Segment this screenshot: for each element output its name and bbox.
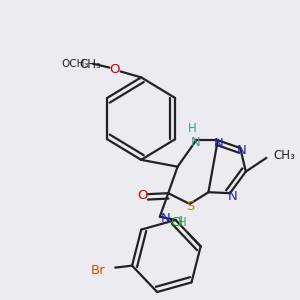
Text: S: S: [187, 200, 195, 213]
Text: OCH₃: OCH₃: [61, 58, 89, 69]
Text: N: N: [160, 212, 170, 225]
Text: CH₃: CH₃: [274, 149, 296, 162]
Text: O: O: [110, 63, 120, 76]
Text: N: N: [228, 190, 238, 202]
Text: CH₃: CH₃: [80, 58, 101, 71]
Text: N: N: [237, 143, 247, 157]
Text: N: N: [190, 136, 200, 148]
Text: O: O: [137, 189, 147, 202]
Text: Cl: Cl: [170, 216, 183, 229]
Text: H: H: [188, 122, 197, 135]
Text: Br: Br: [91, 264, 106, 277]
Text: H: H: [178, 216, 187, 229]
Text: N: N: [214, 136, 224, 150]
